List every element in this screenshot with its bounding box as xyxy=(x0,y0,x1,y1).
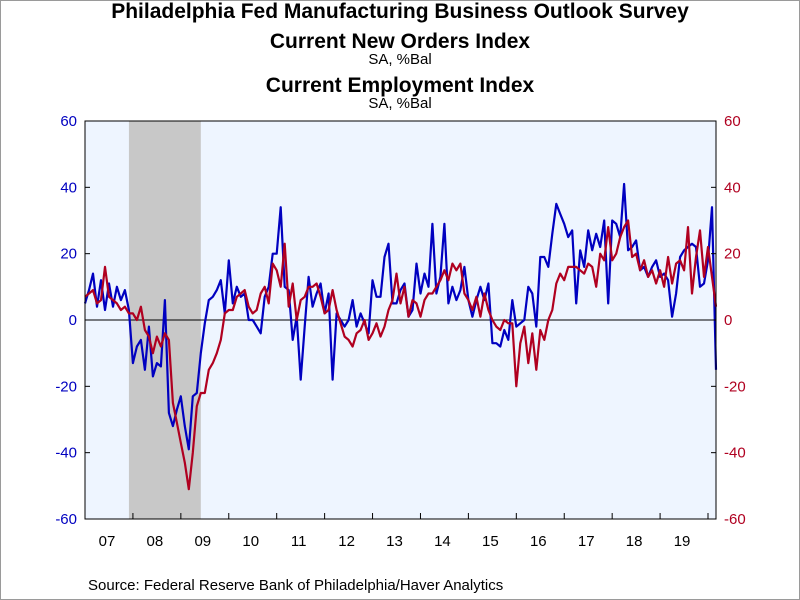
x-tick-label: 13 xyxy=(386,533,403,550)
x-tick-label: 08 xyxy=(147,533,164,550)
series-title-employment: Current Employment Index xyxy=(265,74,535,97)
y-tick-label-right: -40 xyxy=(724,445,746,462)
y-tick-label-right: 40 xyxy=(724,179,741,196)
y-tick-label-right: -60 xyxy=(724,511,746,528)
series-line-employment xyxy=(84,219,718,491)
x-tick-label: 18 xyxy=(626,533,643,550)
x-tick-label: 15 xyxy=(482,533,499,550)
source-note: Source: Federal Reserve Bank of Philadel… xyxy=(88,577,504,594)
y-tick-label-left: 0 xyxy=(69,312,77,329)
y-tick-label-right: 60 xyxy=(724,113,741,130)
series-unit-new-orders: SA, %Bal xyxy=(368,51,432,68)
x-tick-label: 10 xyxy=(242,533,259,550)
x-tick-label: 09 xyxy=(194,533,211,550)
x-tick-label: 07 xyxy=(99,533,116,550)
y-tick-label-left: -40 xyxy=(55,445,77,462)
series-unit-employment: SA, %Bal xyxy=(368,95,432,112)
y-tick-label-left: 40 xyxy=(60,179,77,196)
y-tick-label-left: 20 xyxy=(60,246,77,263)
x-tick-label: 19 xyxy=(674,533,691,550)
y-tick-label-left: -60 xyxy=(55,511,77,528)
x-tick-label: 16 xyxy=(530,533,547,550)
y-tick-label-right: 20 xyxy=(724,246,741,263)
y-tick-label-left: -20 xyxy=(55,378,77,395)
x-tick-label: 12 xyxy=(338,533,355,550)
chart-title: Philadelphia Fed Manufacturing Business … xyxy=(111,0,689,23)
y-tick-label-right: -20 xyxy=(724,378,746,395)
y-tick-label-left: 60 xyxy=(60,113,77,130)
x-tick-label: 17 xyxy=(578,533,595,550)
series-title-new-orders: Current New Orders Index xyxy=(269,30,531,53)
y-tick-label-right: 0 xyxy=(724,312,732,329)
x-tick-label: 11 xyxy=(291,533,307,550)
x-tick-label: 14 xyxy=(434,533,451,550)
